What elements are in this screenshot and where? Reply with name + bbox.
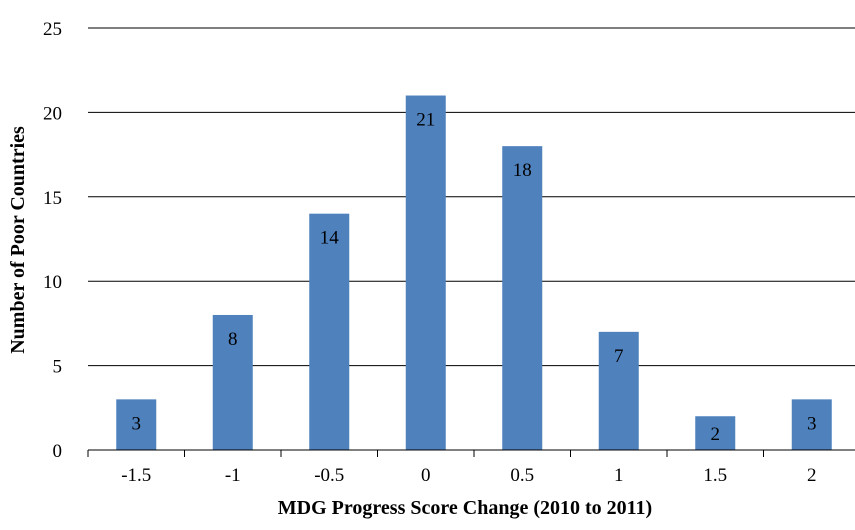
x-tick-label: 2 [807,465,817,486]
y-axis: 0 5 10 15 20 25 [43,19,62,462]
x-axis-title: MDG Progress Score Change (2010 to 2011) [278,497,652,519]
data-label: 8 [228,329,238,350]
bar [212,314,253,450]
x-tick-label: -0.5 [314,465,344,486]
x-tick-label: 1 [614,465,624,486]
y-tick-label: 20 [43,103,62,124]
gridlines [88,27,855,367]
data-label: 3 [807,413,817,434]
y-tick-label: 25 [43,19,62,40]
x-axis: -1.5 -1 -0.5 0 0.5 1 1.5 2 [87,449,855,486]
data-label: 7 [614,346,624,367]
bar [695,416,736,450]
y-tick-label: 15 [43,188,62,209]
x-tick-label: -1 [225,465,241,486]
data-labels: 3 8 14 21 18 7 2 3 [132,110,817,446]
data-label: 3 [132,413,142,434]
bar [791,399,832,450]
y-tick-label: 0 [53,441,63,462]
data-label: 14 [320,228,340,249]
y-axis-title: Number of Poor Countries [7,126,29,354]
y-tick-label: 10 [43,272,62,293]
y-tick-label: 5 [53,357,63,378]
data-label: 21 [416,110,435,131]
x-tick-label: -1.5 [121,465,151,486]
x-tick-label: 0.5 [510,465,534,486]
bar [116,399,157,450]
x-tick-label: 0 [421,465,431,486]
bar [502,146,543,450]
bar [598,331,639,450]
bar-series [116,95,832,451]
x-tick-label: 1.5 [703,465,727,486]
data-label: 2 [711,424,721,445]
data-label: 18 [513,160,532,181]
bar [309,213,350,450]
bar [405,95,446,451]
